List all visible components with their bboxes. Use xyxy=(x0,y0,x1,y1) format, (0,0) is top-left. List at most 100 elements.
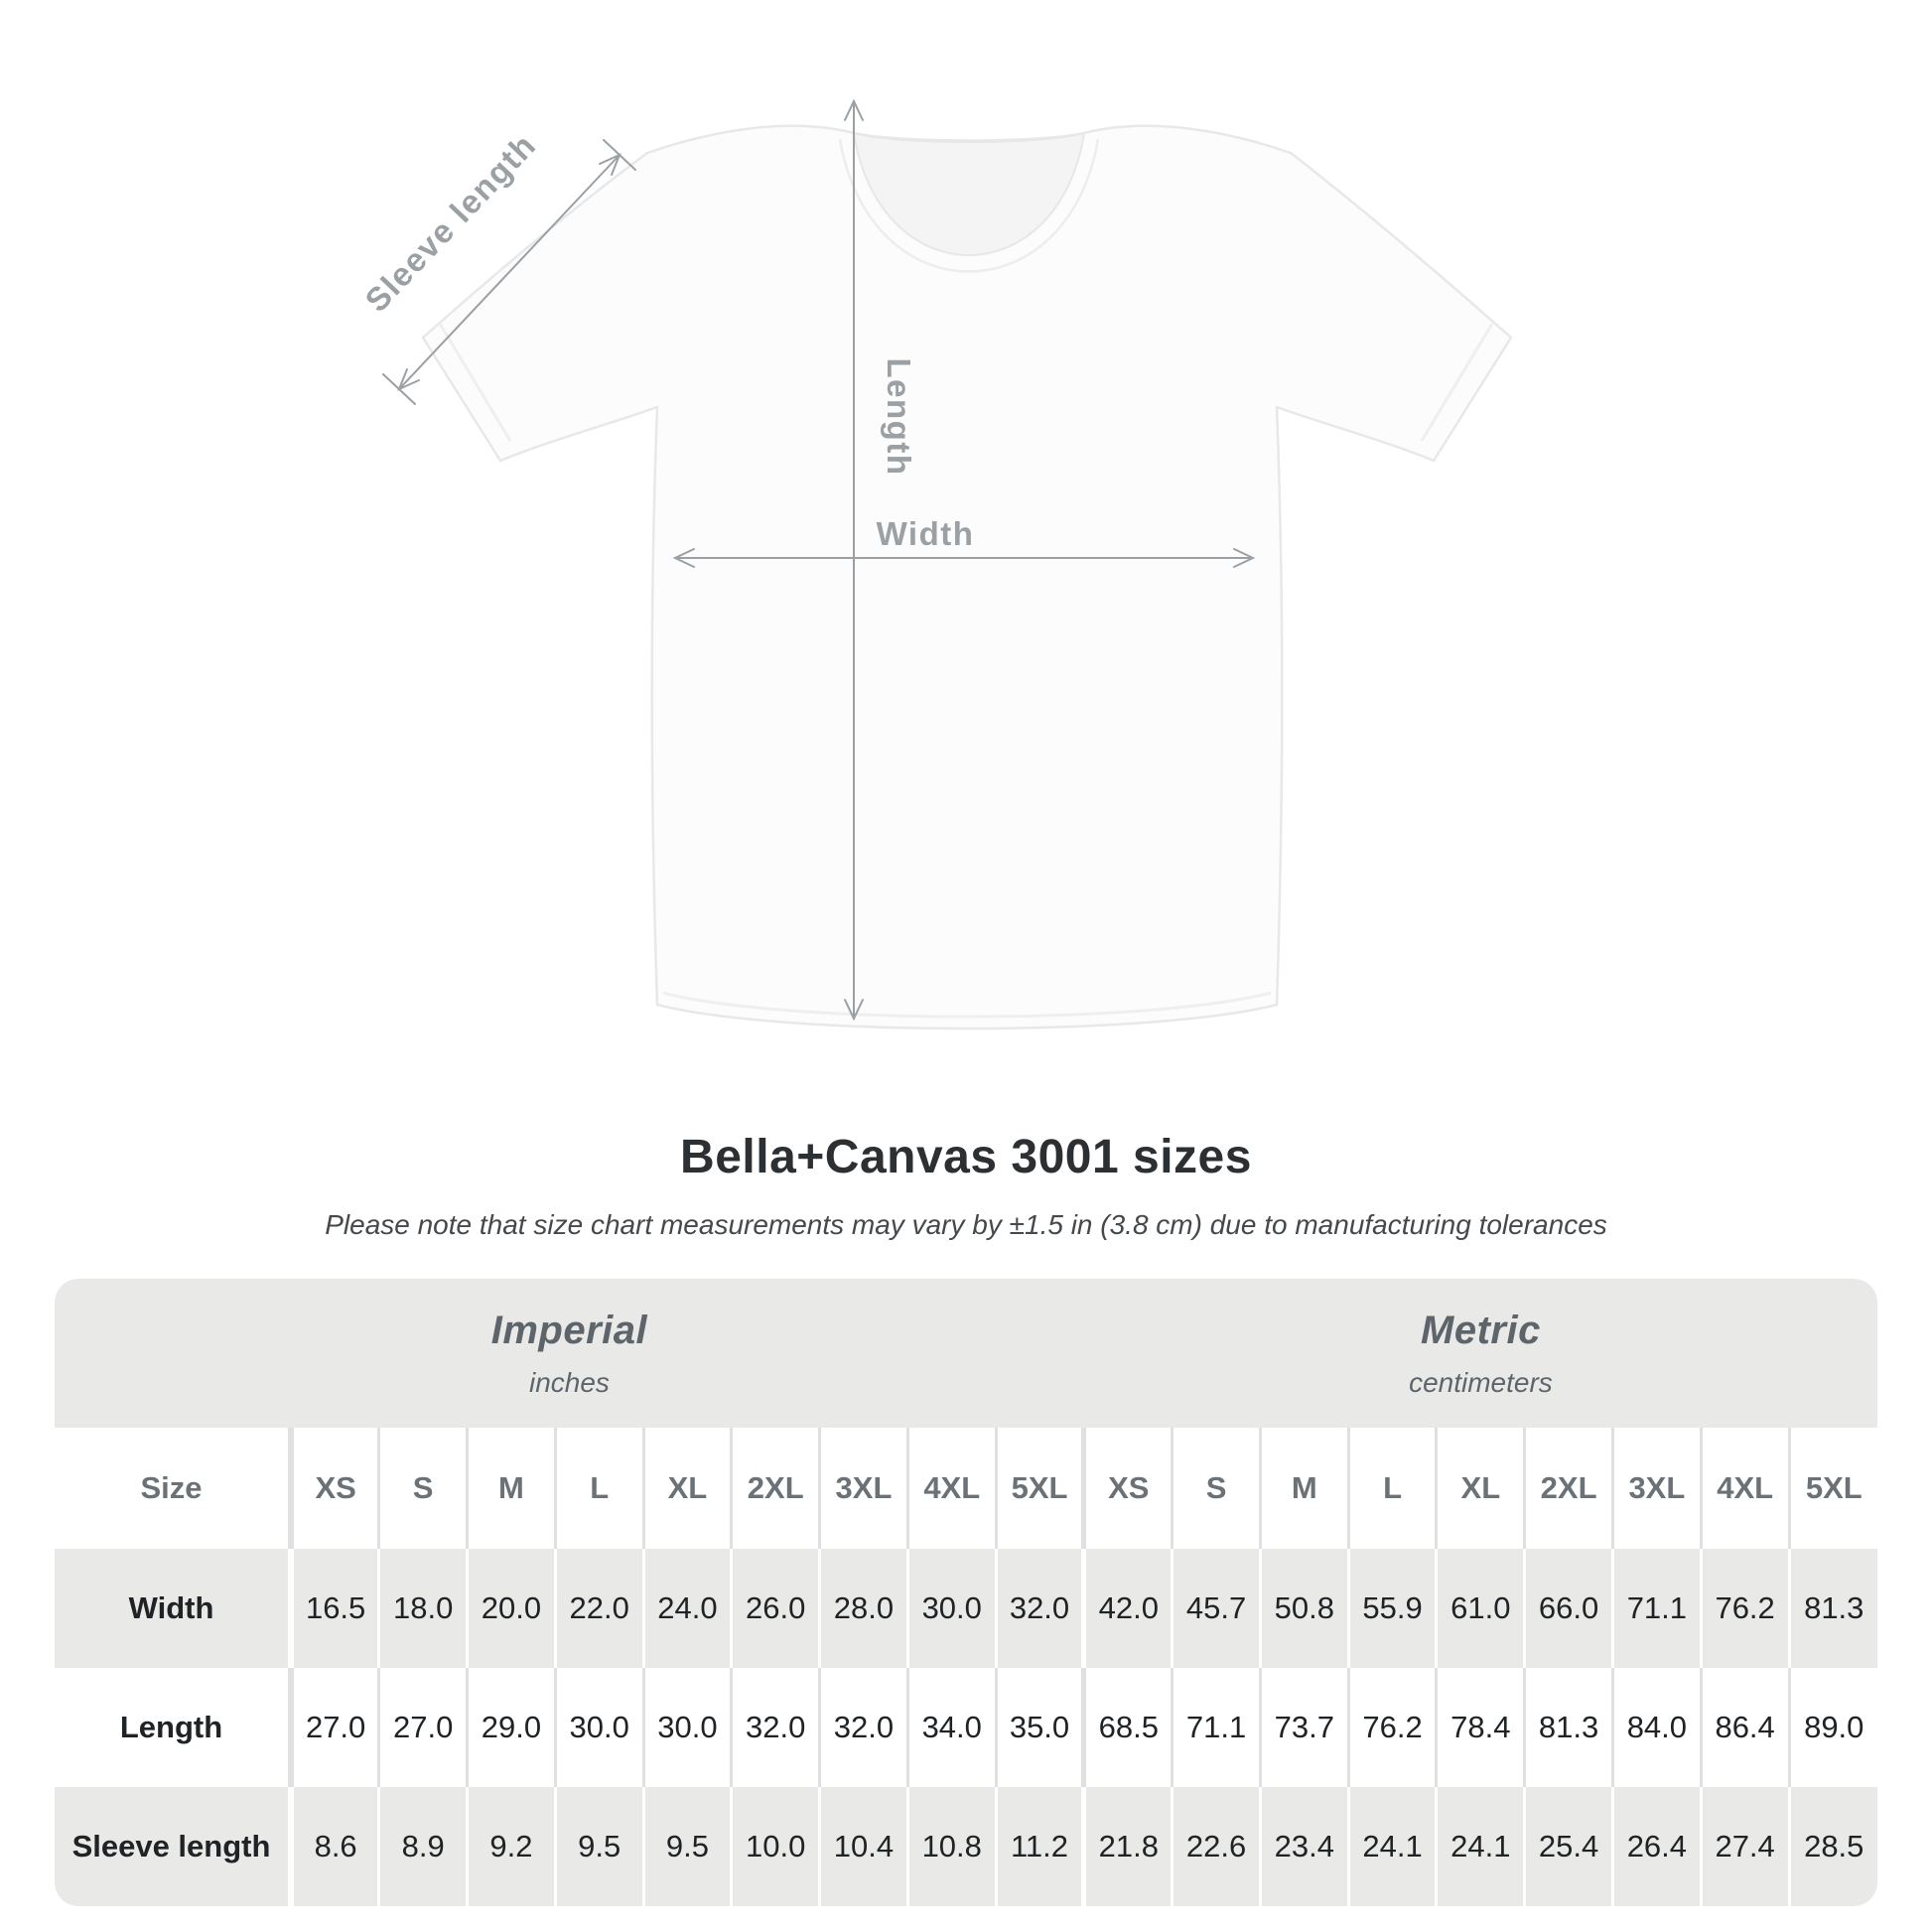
page-title: Bella+Canvas 3001 sizes xyxy=(680,1131,1252,1183)
size-cell: 3XL xyxy=(1610,1428,1702,1549)
value-cell: 71.1 xyxy=(1610,1549,1702,1668)
value-cell: 73.7 xyxy=(1258,1668,1349,1787)
size-header-row: Size XS S M L XL 2XL 3XL 4XL 5XL XS S M … xyxy=(55,1428,1877,1549)
sleeve-length-row: Sleeve length 8.6 8.9 9.2 9.5 9.5 10.0 1… xyxy=(55,1787,1877,1906)
size-chart-table: Imperial inches Metric centimeters Size … xyxy=(55,1279,1877,1906)
imperial-group-header: Imperial inches xyxy=(55,1279,1084,1428)
imperial-label: Imperial xyxy=(490,1308,648,1352)
size-cell: 3XL xyxy=(818,1428,908,1549)
value-cell: 78.4 xyxy=(1435,1668,1525,1787)
tshirt-neck-hole xyxy=(852,131,1086,256)
size-cell: 2XL xyxy=(730,1428,820,1549)
value-cell: 26.0 xyxy=(730,1549,820,1668)
size-cell: S xyxy=(1171,1428,1261,1549)
size-cell: 4XL xyxy=(1699,1428,1790,1549)
value-cell: 25.4 xyxy=(1523,1787,1613,1906)
tshirt-hem-seam xyxy=(662,991,1272,1019)
size-cell: XS xyxy=(288,1428,379,1549)
value-cell: 50.8 xyxy=(1258,1549,1349,1668)
tshirt-left-cuff-seam xyxy=(438,323,512,442)
value-cell: 32.0 xyxy=(818,1668,908,1787)
size-cell: 4XL xyxy=(905,1428,997,1549)
size-cell: M xyxy=(1258,1428,1349,1549)
value-cell: 9.5 xyxy=(641,1787,732,1906)
value-cell: 29.0 xyxy=(466,1668,556,1787)
value-cell: 10.4 xyxy=(818,1787,908,1906)
value-cell: 22.0 xyxy=(553,1549,644,1668)
value-cell: 20.0 xyxy=(466,1549,556,1668)
value-cell: 81.3 xyxy=(1787,1549,1877,1668)
unit-group-header-row: Imperial inches Metric centimeters xyxy=(55,1279,1877,1428)
value-cell: 84.0 xyxy=(1610,1668,1702,1787)
value-cell: 45.7 xyxy=(1171,1549,1261,1668)
value-cell: 28.0 xyxy=(818,1549,908,1668)
imperial-unit: inches xyxy=(528,1366,610,1398)
width-label: Width xyxy=(877,515,975,552)
size-cell: XL xyxy=(1435,1428,1525,1549)
tshirt-measurement-diagram: Sleeve length Length Width xyxy=(357,98,1513,1031)
tshirt-collar-seam xyxy=(838,138,1100,273)
value-cell: 61.0 xyxy=(1435,1549,1525,1668)
value-cell: 86.4 xyxy=(1699,1668,1790,1787)
value-cell: 9.2 xyxy=(466,1787,556,1906)
value-cell: 24.0 xyxy=(641,1549,732,1668)
length-label: Length xyxy=(881,358,917,477)
metric-group-header: Metric centimeters xyxy=(1083,1279,1877,1428)
sleeve-length-row-label: Sleeve length xyxy=(55,1787,291,1906)
tshirt-body xyxy=(421,124,1513,1031)
value-cell: 8.9 xyxy=(377,1787,468,1906)
value-cell: 55.9 xyxy=(1346,1549,1437,1668)
width-row: Width 16.5 18.0 20.0 22.0 24.0 26.0 28.0… xyxy=(55,1549,1877,1668)
value-cell: 35.0 xyxy=(994,1668,1084,1787)
value-cell: 34.0 xyxy=(905,1668,997,1787)
value-cell: 30.0 xyxy=(553,1668,644,1787)
value-cell: 18.0 xyxy=(377,1549,468,1668)
value-cell: 81.3 xyxy=(1523,1668,1613,1787)
size-cell: 2XL xyxy=(1523,1428,1613,1549)
value-cell: 66.0 xyxy=(1523,1549,1613,1668)
size-row-label: Size xyxy=(55,1428,291,1549)
tshirt-illustration: Sleeve length Length Width xyxy=(357,98,1513,1031)
size-cell: S xyxy=(377,1428,468,1549)
value-cell: 26.4 xyxy=(1610,1787,1702,1906)
value-cell: 32.0 xyxy=(994,1549,1084,1668)
length-row: Length 27.0 27.0 29.0 30.0 30.0 32.0 32.… xyxy=(55,1668,1877,1787)
value-cell: 30.0 xyxy=(905,1549,997,1668)
value-cell: 42.0 xyxy=(1081,1549,1173,1668)
size-cell: 5XL xyxy=(1787,1428,1877,1549)
tshirt-right-cuff-seam xyxy=(1420,323,1494,442)
value-cell: 71.1 xyxy=(1171,1668,1261,1787)
size-cell: XS xyxy=(1081,1428,1173,1549)
length-arrow xyxy=(844,98,864,1022)
value-cell: 89.0 xyxy=(1787,1668,1877,1787)
value-cell: 76.2 xyxy=(1699,1549,1790,1668)
value-cell: 16.5 xyxy=(288,1549,379,1668)
value-cell: 8.6 xyxy=(288,1787,379,1906)
sleeve-length-arrow xyxy=(382,139,636,405)
value-cell: 28.5 xyxy=(1787,1787,1877,1906)
size-cell: L xyxy=(1346,1428,1437,1549)
value-cell: 76.2 xyxy=(1346,1668,1437,1787)
value-cell: 68.5 xyxy=(1081,1668,1173,1787)
value-cell: 32.0 xyxy=(730,1668,820,1787)
value-cell: 21.8 xyxy=(1081,1787,1173,1906)
value-cell: 11.2 xyxy=(994,1787,1084,1906)
value-cell: 30.0 xyxy=(641,1668,732,1787)
size-cell: 5XL xyxy=(994,1428,1084,1549)
size-cell: L xyxy=(553,1428,644,1549)
width-row-label: Width xyxy=(55,1549,291,1668)
value-cell: 24.1 xyxy=(1435,1787,1525,1906)
length-row-label: Length xyxy=(55,1668,291,1787)
value-cell: 27.0 xyxy=(377,1668,468,1787)
value-cell: 10.0 xyxy=(730,1787,820,1906)
page-subtitle: Please note that size chart measurements… xyxy=(325,1209,1607,1240)
value-cell: 27.0 xyxy=(288,1668,379,1787)
width-arrow xyxy=(672,548,1256,568)
metric-label: Metric xyxy=(1421,1308,1541,1352)
metric-unit: centimeters xyxy=(1409,1366,1553,1398)
value-cell: 10.8 xyxy=(905,1787,997,1906)
value-cell: 9.5 xyxy=(553,1787,644,1906)
value-cell: 27.4 xyxy=(1699,1787,1790,1906)
value-cell: 24.1 xyxy=(1346,1787,1437,1906)
size-cell: M xyxy=(466,1428,556,1549)
